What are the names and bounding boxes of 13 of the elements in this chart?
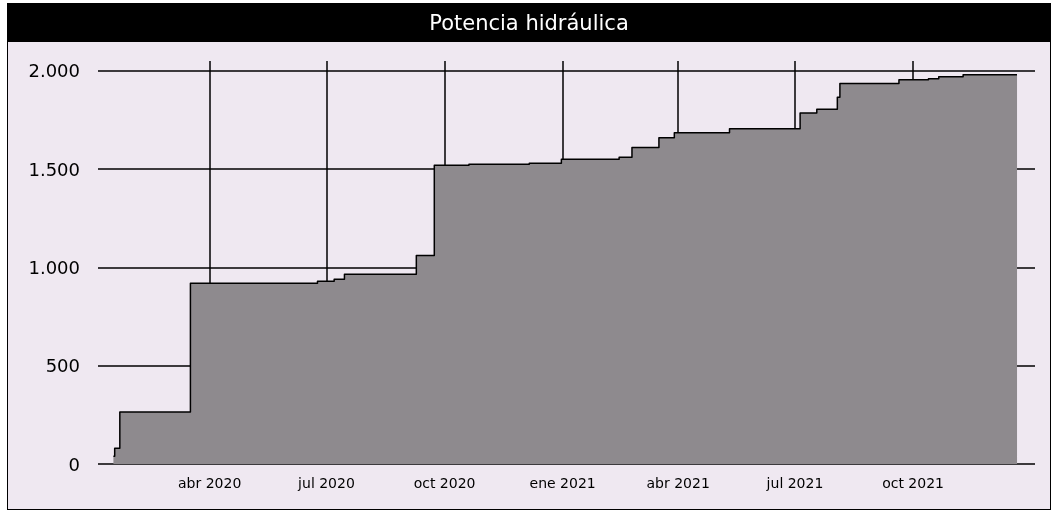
y-tick-label: 2.000 bbox=[28, 60, 80, 82]
x-tick-label: abr 2020 bbox=[178, 475, 242, 491]
x-tick-label: jul 2020 bbox=[297, 475, 355, 491]
x-tick-label: oct 2020 bbox=[413, 475, 476, 491]
x-tick-label: ene 2021 bbox=[529, 475, 596, 491]
chart-title: Potencia hidráulica bbox=[8, 4, 1050, 42]
x-tick-label: abr 2021 bbox=[646, 475, 710, 491]
y-tick-label: 1.000 bbox=[28, 256, 80, 278]
x-tick-label: jul 2021 bbox=[765, 475, 824, 491]
y-tick-label: 1.500 bbox=[28, 158, 80, 180]
x-tick-label: oct 2021 bbox=[882, 475, 944, 491]
y-tick-label: 500 bbox=[45, 355, 80, 377]
y-tick-label: 0 bbox=[68, 453, 80, 475]
